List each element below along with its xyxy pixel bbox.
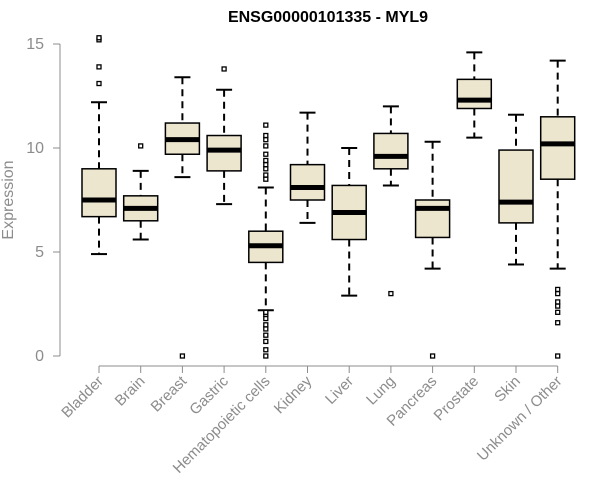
iqr-box: [206, 134, 242, 172]
y-tick-label: 0: [35, 348, 44, 365]
box-group: [414, 140, 451, 359]
outlier-point: [555, 299, 561, 305]
x-tick-label: Breast: [148, 372, 191, 415]
outlier-point: [263, 137, 269, 143]
outlier-point: [555, 309, 561, 315]
x-tick-label: Prostate: [431, 373, 483, 425]
box-group: [289, 111, 326, 224]
outlier-point: [96, 64, 102, 70]
outlier-point: [96, 35, 102, 41]
box-group: [81, 35, 117, 256]
box-group: [539, 59, 576, 359]
outlier-point: [263, 315, 269, 322]
y-tick-label: 5: [35, 244, 44, 261]
outlier-point: [263, 322, 269, 328]
outlier-point: [263, 166, 269, 172]
iqr-box: [498, 149, 534, 224]
outlier-point: [263, 347, 269, 353]
outlier-point: [263, 143, 269, 149]
outlier-point: [263, 122, 269, 128]
box-group: [206, 66, 242, 206]
outlier-point: [555, 286, 561, 293]
outlier-point: [263, 157, 269, 164]
outlier-point: [179, 353, 186, 359]
iqr-box: [289, 163, 326, 201]
outlier-point: [263, 332, 269, 338]
outlier-point: [221, 66, 227, 72]
box-group: [164, 76, 201, 359]
x-tick-label: Liver: [322, 373, 357, 408]
iqr-box: [414, 199, 451, 239]
x-tick-label: Kidney: [271, 372, 316, 417]
outlier-point: [263, 151, 269, 157]
boxes: [81, 35, 576, 359]
iqr-box: [81, 168, 117, 218]
y-tick-label: 15: [26, 36, 44, 53]
x-tick-label: Lung: [363, 373, 399, 409]
outlier-point: [555, 320, 561, 326]
chart-title: ENSG00000101335 - MYL9: [228, 9, 428, 26]
x-tick-label: Bladder: [58, 373, 107, 422]
outlier-point: [555, 303, 561, 309]
box-group: [248, 122, 284, 359]
box-group: [122, 143, 159, 241]
outlier-point: [388, 290, 394, 297]
y-tick-label: 10: [26, 140, 44, 157]
outlier-point: [263, 132, 269, 139]
iqr-box: [456, 78, 493, 110]
y-axis-label: Expression: [0, 160, 17, 239]
box-group: [331, 147, 367, 297]
outlier-point: [263, 338, 269, 345]
outlier-point: [263, 172, 269, 178]
outlier-point: [555, 290, 561, 297]
outlier-point: [263, 353, 269, 359]
x-tick-label: Brain: [112, 373, 149, 410]
outlier-point: [96, 80, 102, 87]
x-tick-label: Skin: [491, 373, 524, 406]
iqr-box: [373, 132, 409, 170]
outlier-point: [263, 309, 269, 315]
outlier-point: [263, 326, 269, 332]
outlier-point: [555, 353, 561, 359]
box-group: [373, 105, 409, 297]
box-group: [456, 51, 493, 139]
outlier-point: [263, 176, 269, 182]
outlier-point: [138, 143, 144, 149]
box-group: [498, 113, 534, 266]
outlier-point: [263, 161, 269, 168]
outlier-point: [429, 353, 436, 359]
iqr-box: [539, 116, 576, 180]
